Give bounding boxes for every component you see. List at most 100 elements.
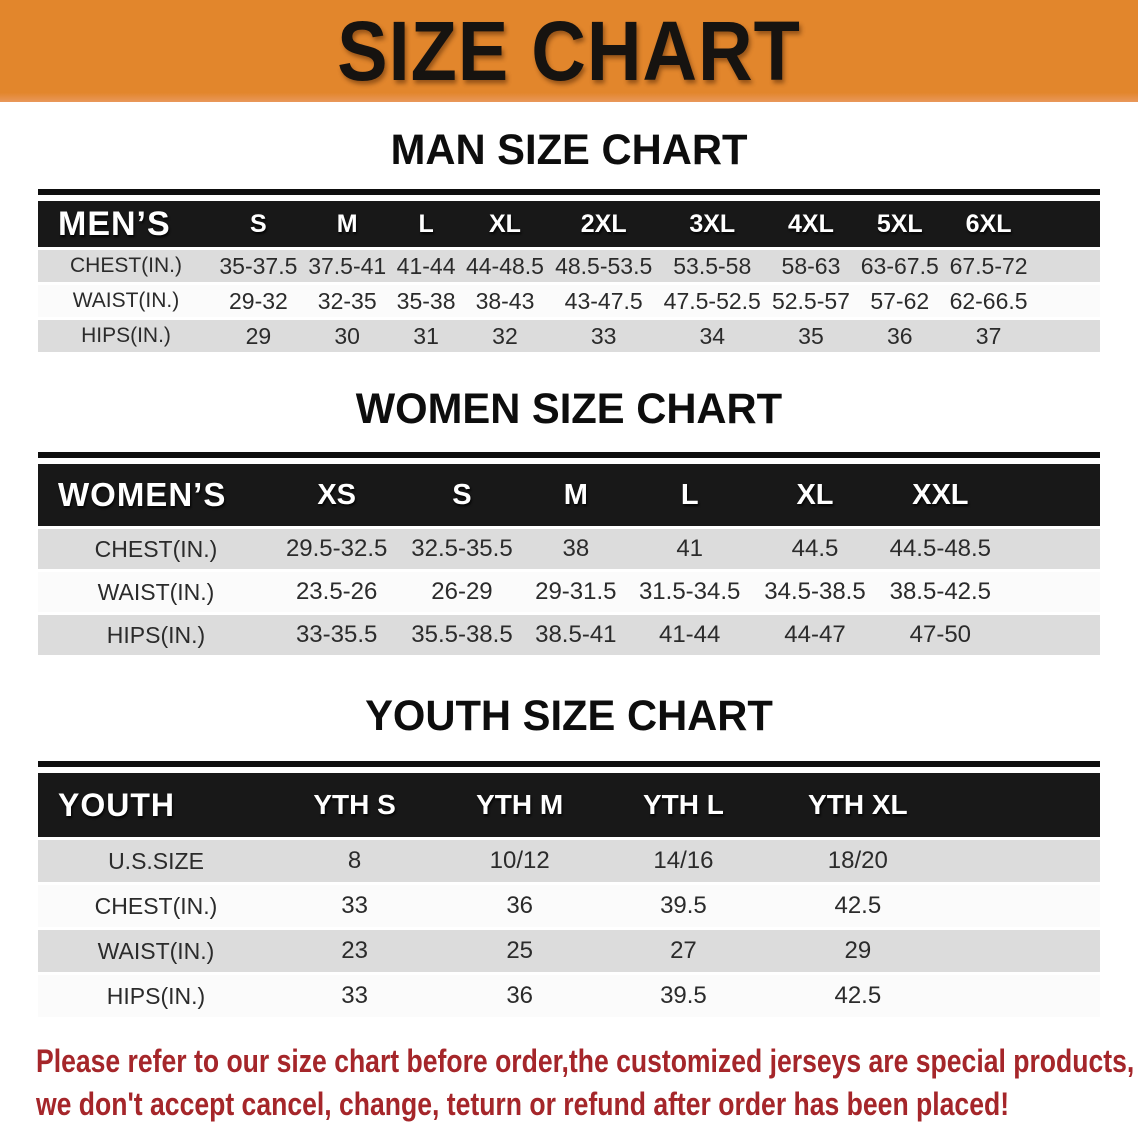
size-value-cell: 41 — [627, 529, 753, 569]
size-value-cell: 27 — [604, 930, 763, 972]
size-value-cell: 33-35.5 — [274, 615, 400, 655]
size-value-cell: 23.5-26 — [274, 572, 400, 612]
size-value-cell: 36 — [855, 320, 945, 352]
size-value-cell: 44-47 — [752, 615, 878, 655]
women-size-section: WOMEN SIZE CHART WOMEN’S XS S M L XL XXL CHEST(… — [0, 385, 1138, 658]
size-value-cell: 63-67.5 — [855, 250, 945, 282]
measure-row-label: U.S.SIZE — [38, 840, 274, 882]
size-value-cell: 38.5-42.5 — [877, 572, 1003, 612]
size-column-header: M — [524, 464, 628, 526]
table-row: U.S.SIZE 8 10/12 14/16 18/20 — [38, 840, 1100, 882]
size-value-cell: 48.5-53.5 — [549, 250, 658, 282]
size-value-cell: 33 — [274, 885, 436, 927]
table-row: CHEST(IN.) 35-37.5 37.5-41 41-44 44-48.5 48.5… — [38, 250, 1100, 282]
size-value-cell: 29-32 — [214, 285, 303, 317]
measure-row-label: WAIST(IN.) — [38, 285, 214, 317]
table-row: HIPS(IN.) 33-35.5 35.5-38.5 38.5-41 41-44 44-… — [38, 615, 1100, 655]
measure-row-label: WAIST(IN.) — [38, 930, 274, 972]
size-value-cell: 32-35 — [302, 285, 392, 317]
men-table: MEN’S S M L XL 2XL 3XL 4XL 5XL 6XL CHEST(IN.) 35-37… — [38, 198, 1100, 355]
size-value-cell: 38 — [524, 529, 628, 569]
men-size-table: MEN’S S M L XL 2XL 3XL 4XL 5XL 6XL CHEST(IN.) 35-37… — [38, 189, 1100, 355]
main-title: SIZE CHART — [337, 2, 801, 98]
table-row: WAIST(IN.) 23.5-26 26-29 29-31.5 31.5-34.5 34… — [38, 572, 1100, 612]
size-column-header: L — [391, 201, 461, 247]
size-value-cell: 43-47.5 — [549, 285, 658, 317]
size-value-cell: 26-29 — [399, 572, 525, 612]
size-column-header: 5XL — [855, 201, 945, 247]
table-row: CHEST(IN.) 29.5-32.5 32.5-35.5 38 41 44.5 44.5… — [38, 529, 1100, 569]
size-value-cell: 44.5 — [752, 529, 878, 569]
size-column-header: 6XL — [944, 201, 1033, 247]
size-value-cell: 33 — [549, 320, 658, 352]
measure-row-label: CHEST(IN.) — [38, 250, 214, 282]
size-column-header: 2XL — [549, 201, 658, 247]
youth-size-table: YOUTH YTH S YTH M YTH L YTH XL U.S.SIZE 8 10/12… — [38, 761, 1100, 1020]
size-value-cell: 8 — [274, 840, 436, 882]
size-value-cell: 18/20 — [762, 840, 953, 882]
youth-size-section: YOUTH SIZE CHART YOUTH YTH S YTH M YTH L YTH… — [0, 692, 1138, 1020]
size-value-cell: 37 — [944, 320, 1033, 352]
row-spacer-cell — [1033, 250, 1100, 282]
measure-row-label: CHEST(IN.) — [38, 529, 274, 569]
size-column-header: 4XL — [766, 201, 856, 247]
men-size-section: MAN SIZE CHART MEN’S S M L XL 2XL 3XL 4XL 5XL 6XL… — [0, 126, 1138, 355]
size-value-cell: 62-66.5 — [944, 285, 1033, 317]
row-spacer-cell — [953, 885, 1100, 927]
measure-row-label: HIPS(IN.) — [38, 320, 214, 352]
row-spacer-cell — [1033, 285, 1100, 317]
disclaimer-line-2: we don't accept cancel, change, teturn o… — [36, 1086, 1010, 1122]
size-value-cell: 41-44 — [391, 250, 461, 282]
size-column-header: S — [214, 201, 303, 247]
size-value-cell: 35.5-38.5 — [399, 615, 525, 655]
size-column-header: XL — [752, 464, 878, 526]
size-value-cell: 52.5-57 — [766, 285, 856, 317]
women-section-title: WOMEN SIZE CHART — [355, 385, 783, 433]
size-column-header: L — [627, 464, 753, 526]
size-value-cell: 37.5-41 — [302, 250, 392, 282]
men-group-label: MEN’S — [38, 201, 214, 247]
size-value-cell: 23 — [274, 930, 436, 972]
size-value-cell: 30 — [302, 320, 392, 352]
table-row: HIPS(IN.) 33 36 39.5 42.5 — [38, 975, 1100, 1017]
size-value-cell: 39.5 — [604, 885, 763, 927]
size-value-cell: 41-44 — [627, 615, 753, 655]
women-group-label: WOMEN’S — [38, 464, 274, 526]
header-spacer-cell — [1033, 201, 1100, 247]
size-value-cell: 34 — [657, 320, 767, 352]
header-spacer-cell — [953, 773, 1100, 837]
size-value-cell: 25 — [435, 930, 605, 972]
size-value-cell: 57-62 — [855, 285, 945, 317]
size-value-cell: 47-50 — [877, 615, 1003, 655]
size-value-cell: 29 — [762, 930, 953, 972]
row-spacer-cell — [1033, 320, 1100, 352]
size-column-header: YTH XL — [762, 773, 953, 837]
size-value-cell: 31 — [391, 320, 461, 352]
size-value-cell: 38.5-41 — [524, 615, 628, 655]
table-row: HIPS(IN.) 29 30 31 32 33 34 35 36 37 — [38, 320, 1100, 352]
youth-section-title: YOUTH SIZE CHART — [365, 692, 773, 740]
size-column-header: XL — [460, 201, 550, 247]
men-header-row: MEN’S S M L XL 2XL 3XL 4XL 5XL 6XL — [38, 201, 1100, 247]
size-value-cell: 32 — [460, 320, 550, 352]
size-value-cell: 38-43 — [460, 285, 550, 317]
size-value-cell: 35-37.5 — [214, 250, 303, 282]
size-value-cell: 29.5-32.5 — [274, 529, 400, 569]
men-section-title: MAN SIZE CHART — [390, 126, 748, 174]
size-value-cell: 33 — [274, 975, 436, 1017]
size-value-cell: 44-48.5 — [460, 250, 550, 282]
table-row: WAIST(IN.) 23 25 27 29 — [38, 930, 1100, 972]
size-value-cell: 47.5-52.5 — [657, 285, 767, 317]
row-spacer-cell — [953, 975, 1100, 1017]
size-column-header: S — [399, 464, 525, 526]
size-column-header: XS — [274, 464, 400, 526]
women-size-table: WOMEN’S XS S M L XL XXL CHEST(IN.) 29.5-32.5 32.5… — [38, 452, 1100, 658]
row-spacer-cell — [953, 930, 1100, 972]
size-value-cell: 35-38 — [391, 285, 461, 317]
size-column-header: M — [302, 201, 392, 247]
measure-row-label: CHEST(IN.) — [38, 885, 274, 927]
size-column-header: YTH M — [435, 773, 605, 837]
measure-row-label: WAIST(IN.) — [38, 572, 274, 612]
header-spacer-cell — [1003, 464, 1100, 526]
size-column-header: YTH S — [274, 773, 436, 837]
